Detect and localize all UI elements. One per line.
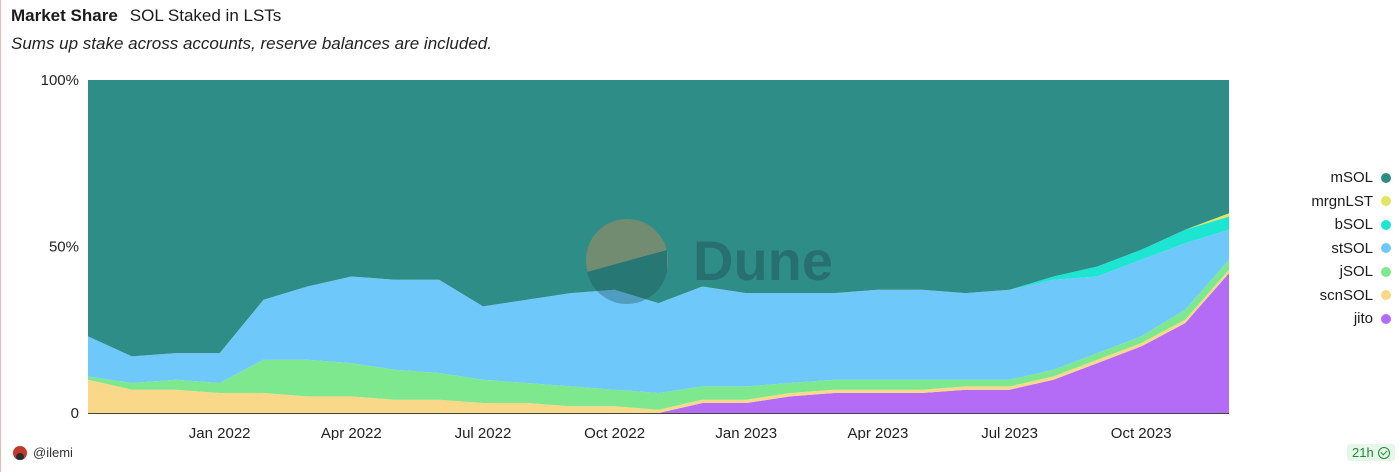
- x-tick-label: Jan 2022: [189, 425, 251, 440]
- legend-label: jito: [1353, 310, 1373, 328]
- x-tick-label: Apr 2023: [847, 425, 908, 440]
- chart-subtitle: SOL Staked in LSTs: [129, 6, 282, 25]
- dune-logo-wave: [587, 250, 667, 304]
- area-stSOL[interactable]: [88, 229, 1229, 393]
- legend-item-jSOL[interactable]: jSOL: [1301, 260, 1391, 284]
- x-tick-label: Oct 2023: [1111, 425, 1172, 440]
- legend-label: stSOL: [1331, 239, 1373, 257]
- legend-item-mSOL[interactable]: mSOL: [1301, 166, 1391, 190]
- dune-watermark-text: Dune: [693, 229, 833, 292]
- legend-swatch: [1381, 172, 1391, 183]
- chart-description: Sums up stake across accounts, reserve b…: [11, 34, 492, 53]
- area-series-group: [88, 80, 1229, 413]
- area-jSOL[interactable]: [88, 259, 1229, 410]
- y-tick-label: 0: [71, 405, 79, 422]
- area-jito[interactable]: [88, 273, 1229, 413]
- legend-label: mSOL: [1330, 169, 1373, 187]
- x-axis: Jan 2022 Apr 2022 Jul 2022 Oct 2022 Jan 2023…: [88, 413, 1229, 440]
- legend-label: scnSOL: [1319, 286, 1373, 304]
- legend-item-scnSOL[interactable]: scnSOL: [1301, 284, 1391, 308]
- legend-label: jSOL: [1339, 263, 1373, 281]
- legend-item-stSOL[interactable]: stSOL: [1301, 237, 1391, 261]
- dune-logo-icon: [586, 219, 668, 301]
- legend-swatch: [1381, 219, 1391, 230]
- legend-item-bSOL[interactable]: bSOL: [1301, 213, 1391, 237]
- x-tick-label: Jan 2023: [715, 425, 777, 440]
- chart-legend: mSOL mrgnLST bSOL stSOL jSOL scnSOL jito: [1301, 166, 1391, 331]
- avatar: [13, 445, 27, 460]
- legend-swatch: [1381, 313, 1391, 324]
- legend-swatch: [1381, 290, 1391, 301]
- dune-watermark: Dune: [586, 219, 833, 304]
- legend-swatch: [1381, 266, 1391, 277]
- author[interactable]: @ilemi: [13, 445, 73, 460]
- area-scnSOL[interactable]: [88, 269, 1229, 413]
- y-tick-label: 100%: [41, 72, 79, 89]
- x-tick-label: Jul 2022: [455, 425, 512, 440]
- author-name: @ilemi: [33, 445, 73, 460]
- legend-label: bSOL: [1334, 216, 1373, 234]
- legend-item-jito[interactable]: jito: [1301, 307, 1391, 331]
- x-tick-label: Jul 2023: [981, 425, 1038, 440]
- x-tick-label: Oct 2022: [584, 425, 645, 440]
- refresh-age: 21h: [1352, 445, 1374, 460]
- refresh-badge[interactable]: 21h: [1347, 444, 1395, 461]
- check-circle-icon: [1377, 446, 1390, 459]
- x-tick-label: Apr 2022: [321, 425, 382, 440]
- area-mSOL[interactable]: [88, 80, 1229, 357]
- legend-item-mrgnLST[interactable]: mrgnLST: [1301, 190, 1391, 214]
- chart-header: Market Share SOL Staked in LSTs Sums up …: [11, 6, 492, 54]
- legend-swatch: [1381, 196, 1391, 207]
- legend-label: mrgnLST: [1311, 192, 1373, 210]
- chart-title: Market Share: [11, 6, 118, 25]
- y-tick-label: 50%: [49, 239, 79, 256]
- legend-swatch: [1381, 243, 1391, 254]
- y-axis: 100% 50% 0: [41, 72, 79, 422]
- stacked-area-chart[interactable]: Dune 100% 50% 0 Jan 2022 Apr 2022 Jul 2022 Oc…: [1, 0, 1301, 440]
